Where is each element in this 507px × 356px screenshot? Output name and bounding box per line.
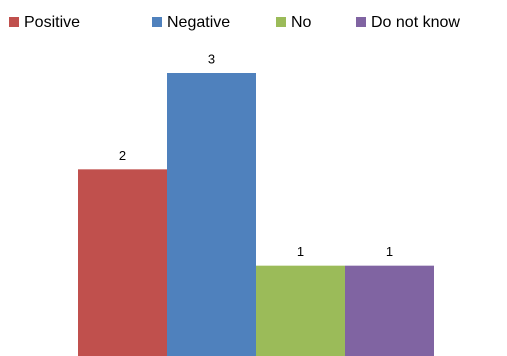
value-label: 3 bbox=[208, 51, 215, 66]
legend-label: Do not know bbox=[371, 14, 460, 31]
legend-swatch bbox=[356, 17, 366, 27]
bar bbox=[78, 169, 167, 356]
value-label: 2 bbox=[119, 148, 126, 163]
value-label: 1 bbox=[297, 244, 304, 259]
bar bbox=[345, 265, 434, 356]
legend-swatch bbox=[152, 17, 162, 27]
legend-swatch bbox=[276, 17, 286, 27]
bar bbox=[167, 73, 256, 356]
legend-swatch bbox=[9, 17, 19, 27]
legend-label: Negative bbox=[167, 14, 230, 31]
value-label: 1 bbox=[386, 244, 393, 259]
legend-label: Positive bbox=[24, 14, 80, 31]
legend-label: No bbox=[291, 14, 312, 31]
bar bbox=[256, 265, 345, 356]
